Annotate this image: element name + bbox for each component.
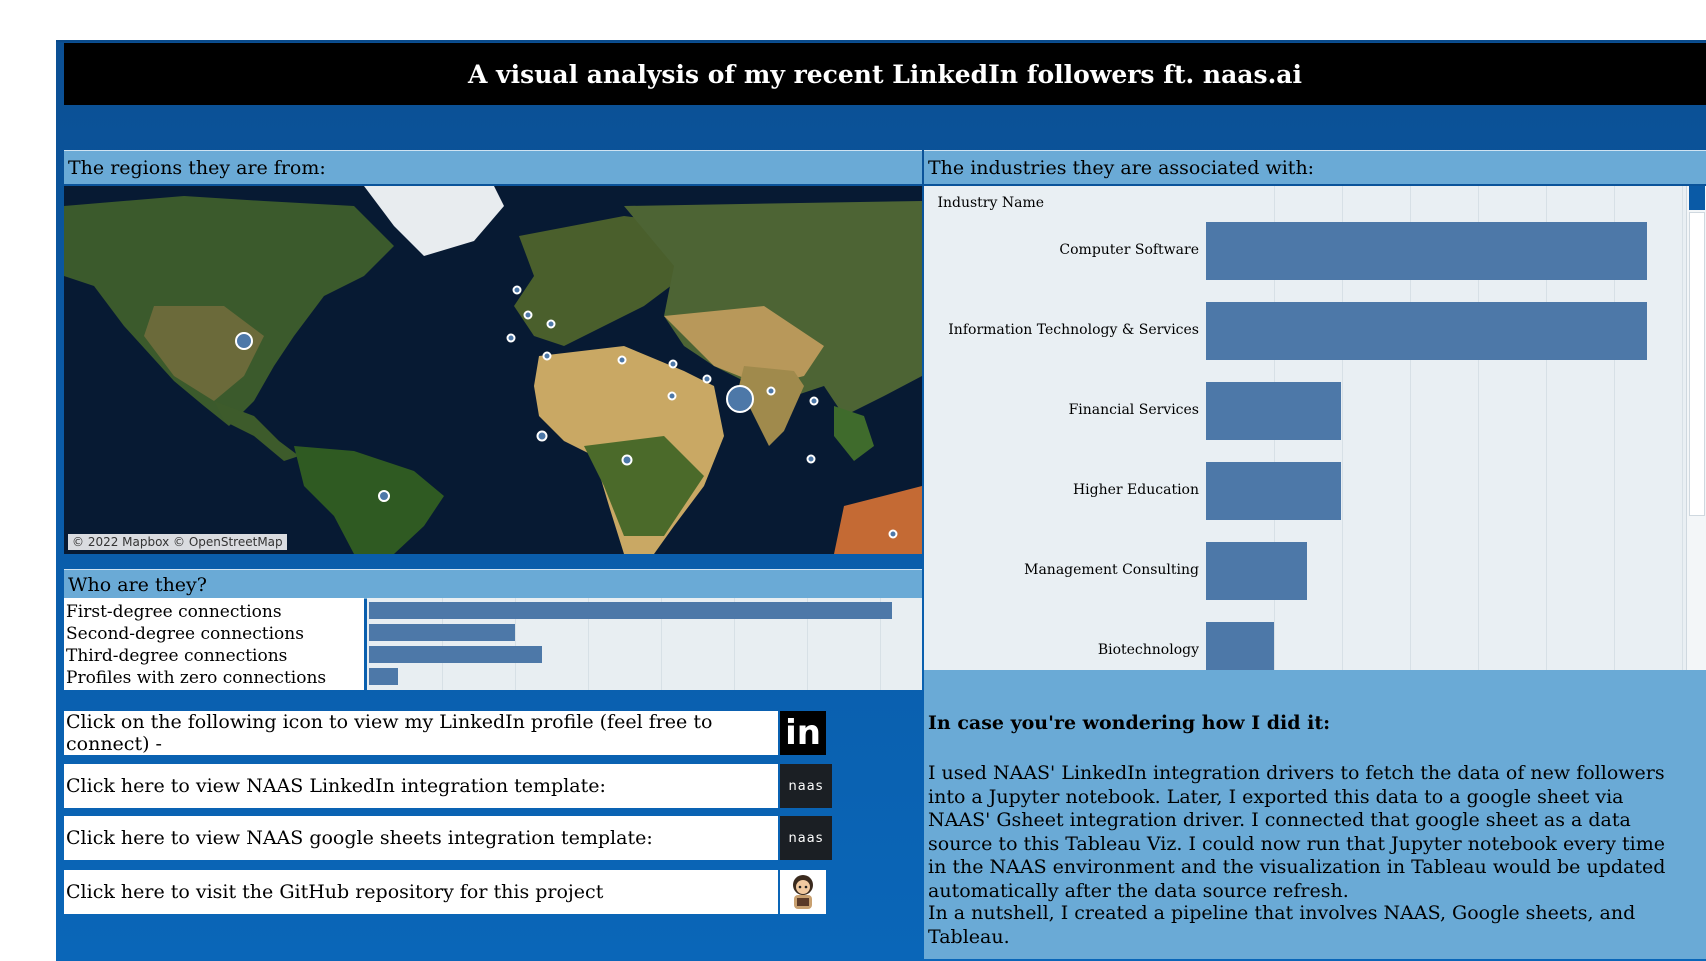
industry-label: Computer Software (1059, 242, 1199, 258)
dashboard-title-text: A visual analysis of my recent LinkedIn … (468, 59, 1302, 89)
industry-bar[interactable] (1206, 462, 1341, 520)
regions-heading: The regions they are from: (64, 150, 922, 184)
map-point[interactable] (766, 386, 776, 396)
explanation-paragraph-2: In a nutshell, I created a pipeline that… (928, 902, 1636, 948)
github-octocat-icon[interactable] (780, 870, 826, 914)
who-bar[interactable] (369, 624, 515, 641)
who-label: Third-degree connections (66, 646, 288, 666)
map-point[interactable] (506, 333, 516, 343)
industry-gridline (1614, 186, 1615, 670)
industry-label: Financial Services (1068, 402, 1199, 418)
who-heading-text: Who are they? (68, 573, 207, 596)
who-gridline (515, 598, 516, 690)
who-labels: First-degree connections Second-degree c… (64, 598, 364, 690)
industry-bar[interactable] (1206, 222, 1647, 280)
regions-heading-text: The regions they are from: (68, 156, 326, 179)
octocat-svg (793, 875, 813, 909)
naas-linkedin-template-text: Click here to view NAAS LinkedIn integra… (66, 775, 606, 797)
world-map[interactable]: © 2022 Mapbox © OpenStreetMap (64, 186, 922, 554)
industries-scrollbar[interactable] (1686, 186, 1706, 670)
map-point[interactable] (546, 319, 556, 329)
who-gridline (661, 598, 662, 690)
map-point[interactable] (888, 529, 898, 539)
map-point[interactable] (702, 374, 712, 384)
linkedin-icon-glyph: in (785, 713, 821, 753)
industry-gridline (1682, 186, 1683, 670)
who-label: First-degree connections (66, 602, 282, 622)
map-point[interactable] (806, 454, 816, 464)
who-label: Profiles with zero connections (66, 668, 327, 688)
naas-gsheets-template-link[interactable]: Click here to view NAAS google sheets in… (64, 816, 778, 860)
linkedin-profile-link[interactable]: Click on the following icon to view my L… (64, 711, 778, 755)
industry-bar[interactable] (1206, 622, 1274, 670)
industries-heading-text: The industries they are associated with: (928, 156, 1315, 179)
map-point[interactable] (621, 454, 633, 466)
github-repo-link-text: Click here to visit the GitHub repositor… (66, 881, 604, 903)
map-point[interactable] (617, 355, 627, 365)
industry-gridline (1410, 186, 1411, 670)
map-point[interactable] (667, 391, 677, 401)
industry-label: Information Technology & Services (948, 322, 1199, 338)
industry-bar[interactable] (1206, 542, 1307, 600)
naas-linkedin-icon[interactable]: naas (780, 764, 832, 808)
map-point[interactable] (512, 285, 522, 295)
industry-label: Biotechnology (1097, 642, 1199, 658)
naas-linkedin-template-link[interactable]: Click here to view NAAS LinkedIn integra… (64, 764, 778, 808)
naas-gsheets-template-text: Click here to view NAAS google sheets in… (66, 827, 653, 849)
map-point[interactable] (726, 385, 754, 413)
map-point[interactable] (809, 396, 819, 406)
who-gridline (807, 598, 808, 690)
industry-gridline (1478, 186, 1479, 670)
industries-heading: The industries they are associated with: (924, 150, 1706, 184)
scrollbar-up[interactable] (1689, 186, 1705, 210)
github-repo-link[interactable]: Click here to visit the GitHub repositor… (64, 870, 778, 914)
map-point[interactable] (523, 310, 533, 320)
explanation-paragraph-1: I used NAAS' LinkedIn integration driver… (928, 762, 1666, 902)
map-point[interactable] (536, 430, 548, 442)
industries-bar-chart[interactable]: Industry Name Computer Software Informati… (924, 186, 1686, 670)
map-points[interactable] (235, 285, 898, 539)
map-point[interactable] (668, 359, 678, 369)
naas-icon-glyph: naas (788, 830, 824, 846)
map-point[interactable] (378, 490, 390, 502)
industry-bar[interactable] (1206, 382, 1341, 440)
dashboard-title: A visual analysis of my recent LinkedIn … (64, 43, 1706, 105)
industry-label: Higher Education (1072, 482, 1199, 498)
who-gridline (880, 598, 881, 690)
industry-gridline (1342, 186, 1343, 670)
map-point[interactable] (542, 351, 552, 361)
industry-gridline (1546, 186, 1547, 670)
explanation-panel: In case you're wondering how I did it: I… (924, 670, 1706, 959)
who-gridline (734, 598, 735, 690)
industry-label: Management Consulting (1024, 562, 1199, 578)
who-bar[interactable] (369, 646, 542, 663)
naas-icon-glyph: naas (788, 778, 824, 794)
who-gridline (442, 598, 443, 690)
map-point[interactable] (235, 332, 253, 350)
linkedin-profile-link-text: Click on the following icon to view my L… (66, 711, 713, 755)
naas-gsheets-icon[interactable]: naas (780, 816, 832, 860)
who-bar-chart[interactable] (367, 598, 922, 690)
who-heading: Who are they? (64, 569, 922, 599)
who-bar[interactable] (369, 602, 892, 619)
explanation-heading: In case you're wondering how I did it: (928, 712, 1331, 734)
industry-column-header: Industry Name (937, 195, 1044, 211)
map-svg[interactable] (64, 186, 922, 554)
map-attribution[interactable]: © 2022 Mapbox © OpenStreetMap (68, 534, 287, 550)
who-bar[interactable] (369, 668, 398, 685)
who-label: Second-degree connections (66, 624, 304, 644)
scrollbar-thumb[interactable] (1689, 212, 1705, 516)
industry-bar[interactable] (1206, 302, 1647, 360)
linkedin-icon[interactable]: in (780, 711, 826, 755)
who-gridline (588, 598, 589, 690)
